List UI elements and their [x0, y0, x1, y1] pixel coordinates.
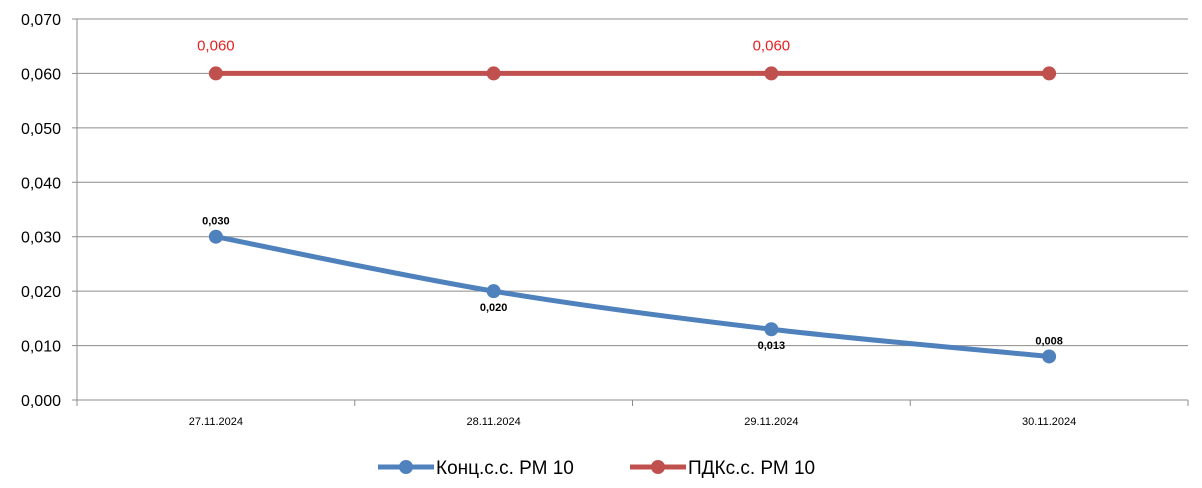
- data-point-series-1: [208, 66, 223, 81]
- data-label-series-0: 0,013: [758, 340, 786, 352]
- series-lines: [213, 70, 1052, 359]
- y-tick-label: 0,040: [21, 175, 61, 192]
- data-label-series-1: 0,060: [753, 37, 791, 54]
- y-tick-label: 0,010: [21, 339, 61, 356]
- data-label-series-0: 0,008: [1035, 335, 1063, 347]
- y-tick-label: 0,050: [21, 121, 61, 138]
- legend-swatch-marker-0: [399, 460, 413, 474]
- axes: 0,000 0,010 0,020 0,030 0,040 0,050 0,060 0,070…: [21, 12, 1189, 428]
- series-line-0: [213, 234, 1052, 359]
- data-point-series-0: [486, 284, 501, 299]
- data-point-series-0: [208, 229, 223, 244]
- data-labels: 0,060 0,060 0,030 0,020 0,013 0,008: [197, 37, 1063, 352]
- data-label-series-0: 0,020: [480, 302, 508, 314]
- legend-swatch-marker-1: [651, 460, 665, 474]
- series-markers: [208, 66, 1057, 364]
- data-label-series-0: 0,030: [202, 216, 230, 228]
- x-tick-label: 30.11.2024: [1022, 416, 1076, 428]
- data-point-series-0: [764, 322, 779, 337]
- legend-label-1: ПДКс.с. РМ 10: [688, 458, 815, 479]
- x-tick-label: 28.11.2024: [467, 416, 521, 428]
- y-tick-label: 0,000: [21, 393, 61, 410]
- legend-label-0: Конц.с.с. РМ 10: [436, 458, 574, 479]
- y-tick-label: 0,030: [21, 230, 61, 247]
- gridlines: [77, 18, 1188, 347]
- y-tick-label: 0,020: [21, 284, 61, 301]
- data-point-series-1: [486, 66, 501, 81]
- legend: Конц.с.с. РМ 10 ПДКс.с. РМ 10: [378, 458, 815, 479]
- x-tick-label: 29.11.2024: [744, 416, 798, 428]
- y-tick-label: 0,070: [21, 12, 61, 29]
- x-tick-label: 27.11.2024: [189, 416, 243, 428]
- data-point-series-0: [1042, 349, 1057, 364]
- y-tick-label: 0,060: [21, 66, 61, 83]
- data-point-series-1: [764, 66, 779, 81]
- data-label-series-1: 0,060: [197, 37, 235, 54]
- data-point-series-1: [1042, 66, 1057, 81]
